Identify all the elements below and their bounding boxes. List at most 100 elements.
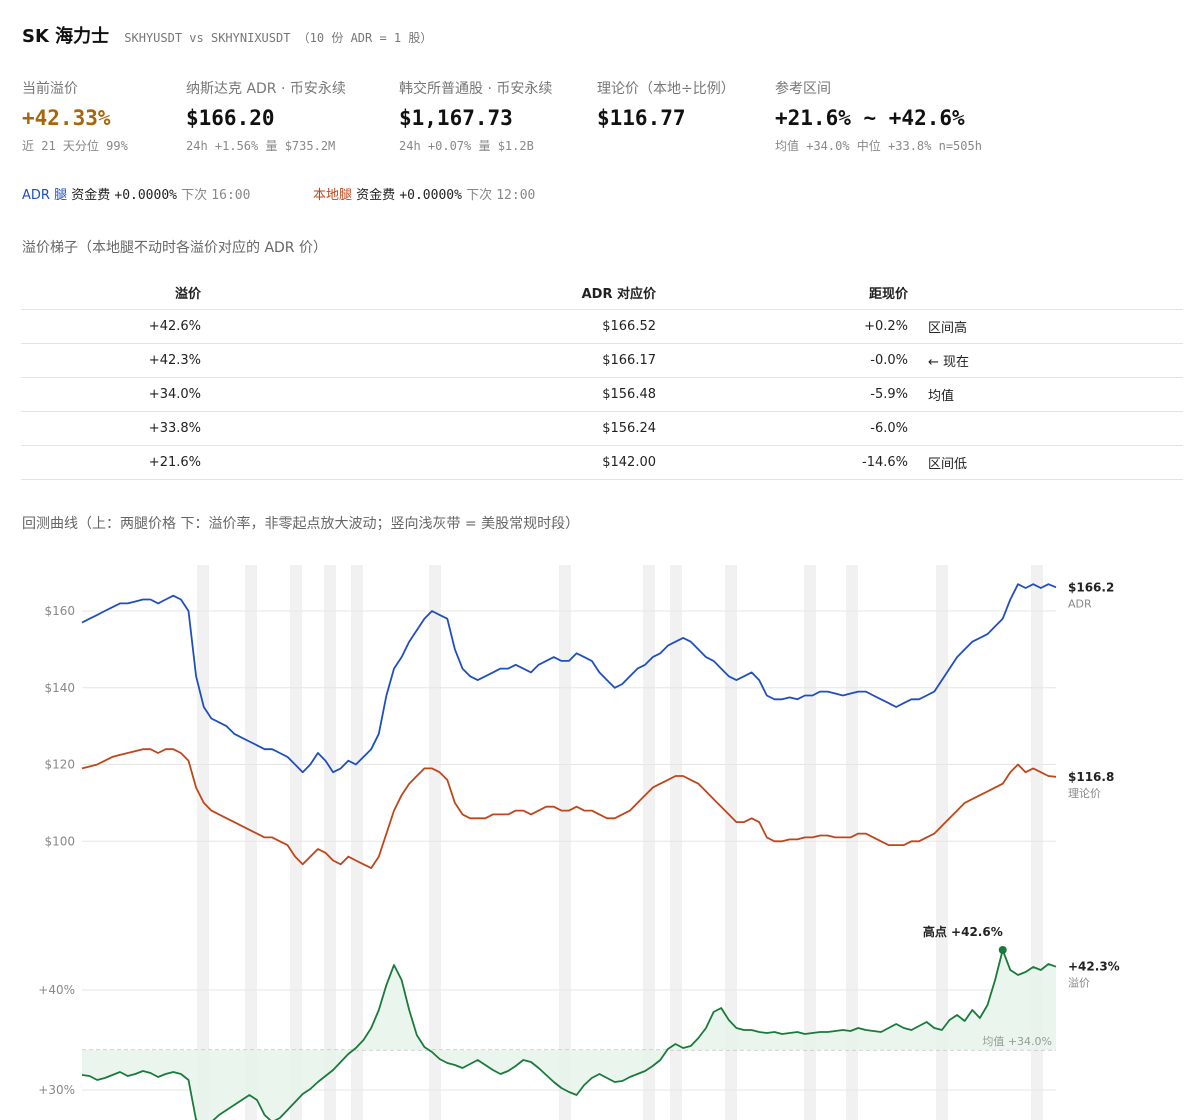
metric-label: 参考区间 <box>775 81 831 97</box>
metric-adr-price: 纳斯达克 ADR · 币安永续 $166.20 24h +1.56% 量 $73… <box>186 78 346 154</box>
premium-fill-area <box>82 950 1056 1120</box>
y-tick-label: +30% <box>38 1083 75 1097</box>
y-tick-label: +40% <box>38 983 75 997</box>
table-header-row: 溢价 ADR 对应价 距现价 <box>21 276 1183 310</box>
session-band <box>245 565 257 1120</box>
series-end-value: $116.8 <box>1068 770 1114 784</box>
premium-cell: +42.3% <box>21 343 201 378</box>
metric-sub: 均值 +34.0% 中位 +33.8% n=505h <box>775 139 982 153</box>
premium-cell: +42.6% <box>21 309 201 344</box>
backtest-title: 回测曲线（上：两腿价格 下：溢价率，非零起点放大波动；竖向浅灰带 = 美股常规时… <box>22 516 580 532</box>
metric-sub: 24h +0.07% 量 $1.2B <box>399 139 534 153</box>
column-header: 距现价 <box>656 276 908 310</box>
funding-next-time: 12:00 <box>496 188 536 203</box>
session-band <box>936 565 948 1120</box>
session-band <box>643 565 655 1120</box>
premium-cell: +33.8% <box>21 411 201 446</box>
metric-sub: 近 21 天分位 99% <box>22 139 128 153</box>
funding-adr: ADR 腿 资金费 +0.0000% 下次 16:00 <box>22 184 250 203</box>
distance-cell: -14.6% <box>656 445 908 480</box>
price-cell: $156.24 <box>201 411 656 446</box>
funding-leg-label: 本地腿 <box>313 188 353 203</box>
series-end-name: ADR <box>1068 597 1092 610</box>
metric-value: $1,167.73 <box>399 106 513 130</box>
session-band <box>725 565 737 1120</box>
session-band <box>351 565 363 1120</box>
session-band <box>197 565 209 1120</box>
table-row: +42.3% $166.17 -0.0% ← 现在 <box>21 343 1183 378</box>
price-cell: $156.48 <box>201 377 656 412</box>
pair-subtitle: SKHYUSDT vs SKHYNIXUSDT （10 份 ADR = 1 股） <box>124 31 433 45</box>
funding-next-time: 16:00 <box>211 188 251 203</box>
high-point-marker <box>998 946 1007 954</box>
y-tick-label: $160 <box>44 604 75 618</box>
table-row: +33.8% $156.24 -6.0% <box>21 411 1183 446</box>
table-row: +34.0% $156.48 -5.9% 均值 <box>21 377 1183 412</box>
page-title: SK 海力士 <box>22 26 110 47</box>
session-band <box>670 565 682 1120</box>
metric-sub: 24h +1.56% 量 $735.2M <box>186 139 336 153</box>
y-tick-label: $140 <box>44 681 75 695</box>
session-band <box>804 565 816 1120</box>
note-cell: 区间高 <box>908 309 1183 344</box>
metric-value: $116.77 <box>597 106 686 130</box>
series-end-name: 溢价 <box>1068 976 1090 990</box>
metric-current-premium: 当前溢价 +42.33% 近 21 天分位 99% <box>22 78 128 154</box>
note-cell <box>908 411 1183 446</box>
y-tick-label: $120 <box>44 758 75 772</box>
funding-label: 资金费 <box>356 188 396 203</box>
mean-label: 均值 +34.0% <box>982 1035 1052 1048</box>
funding-leg-label: ADR 腿 <box>22 188 68 203</box>
metric-local-price: 韩交所普通股 · 币安永续 $1,167.73 24h +0.07% 量 $1.… <box>399 78 552 154</box>
column-header <box>908 276 1183 310</box>
table-row: +21.6% $142.00 -14.6% 区间低 <box>21 445 1183 480</box>
distance-cell: -6.0% <box>656 411 908 446</box>
ladder-title: 溢价梯子（本地腿不动时各溢价对应的 ADR 价） <box>22 240 327 256</box>
table-row: +42.6% $166.52 +0.2% 区间高 <box>21 309 1183 344</box>
session-band <box>290 565 302 1120</box>
backtest-chart: $160 $140 $120 $100 +40% +30% $166.2 ADR $116.8 理… <box>38 565 1120 1120</box>
metric-reference-range: 参考区间 +21.6% ~ +42.6% 均值 +34.0% 中位 +33.8%… <box>775 78 982 154</box>
funding-label: 资金费 <box>71 188 111 203</box>
metric-label: 韩交所普通股 · 币安永续 <box>399 81 553 97</box>
y-tick-label: $100 <box>44 834 75 848</box>
premium-line <box>81 949 1057 1120</box>
series-end-name: 理论价 <box>1068 786 1101 800</box>
column-header: ADR 对应价 <box>201 276 656 310</box>
theory-line <box>81 748 1057 870</box>
column-header: 溢价 <box>21 276 201 310</box>
distance-cell: -0.0% <box>656 343 908 378</box>
header: SK 海力士 SKHYUSDT vs SKHYNIXUSDT （10 份 ADR… <box>22 22 432 48</box>
series-end-value: +42.3% <box>1068 960 1120 974</box>
series-end-value: $166.2 <box>1068 580 1114 594</box>
premium-cell: +34.0% <box>21 377 201 412</box>
note-cell: 区间低 <box>908 445 1183 480</box>
premium-cell: +21.6% <box>21 445 201 480</box>
metric-theory-price: 理论价（本地÷比例） $116.77 <box>597 78 735 137</box>
metric-label: 当前溢价 <box>22 81 78 97</box>
chart-series-lines <box>81 583 1057 1120</box>
funding-next-label: 下次 <box>466 188 493 203</box>
session-band <box>559 565 571 1120</box>
distance-cell: +0.2% <box>656 309 908 344</box>
funding-local: 本地腿 资金费 +0.0000% 下次 12:00 <box>313 184 535 203</box>
premium-area-fill <box>82 950 1056 1120</box>
metric-label: 纳斯达克 ADR · 币安永续 <box>186 81 346 97</box>
premium-ladder-table: 溢价 ADR 对应价 距现价 +42.6% $166.52 +0.2% 区间高 … <box>21 276 1183 480</box>
distance-cell: -5.9% <box>656 377 908 412</box>
funding-next-label: 下次 <box>181 188 208 203</box>
price-cell: $166.52 <box>201 309 656 344</box>
session-band <box>429 565 441 1120</box>
note-cell: ← 现在 <box>908 343 1183 378</box>
funding-rate: +0.0000% <box>399 188 462 203</box>
metric-label: 理论价（本地÷比例） <box>597 81 735 97</box>
price-cell: $166.17 <box>201 343 656 378</box>
metric-value: $166.20 <box>186 106 275 130</box>
high-point-label: 高点 +42.6% <box>923 924 1003 939</box>
funding-rate: +0.0000% <box>114 188 177 203</box>
session-band <box>324 565 336 1120</box>
metric-value: +21.6% ~ +42.6% <box>775 106 965 130</box>
session-band <box>846 565 858 1120</box>
adr-line <box>81 583 1057 774</box>
chart-labels: $160 $140 $120 $100 +40% +30% $166.2 ADR $116.8 理… <box>38 580 1119 1097</box>
